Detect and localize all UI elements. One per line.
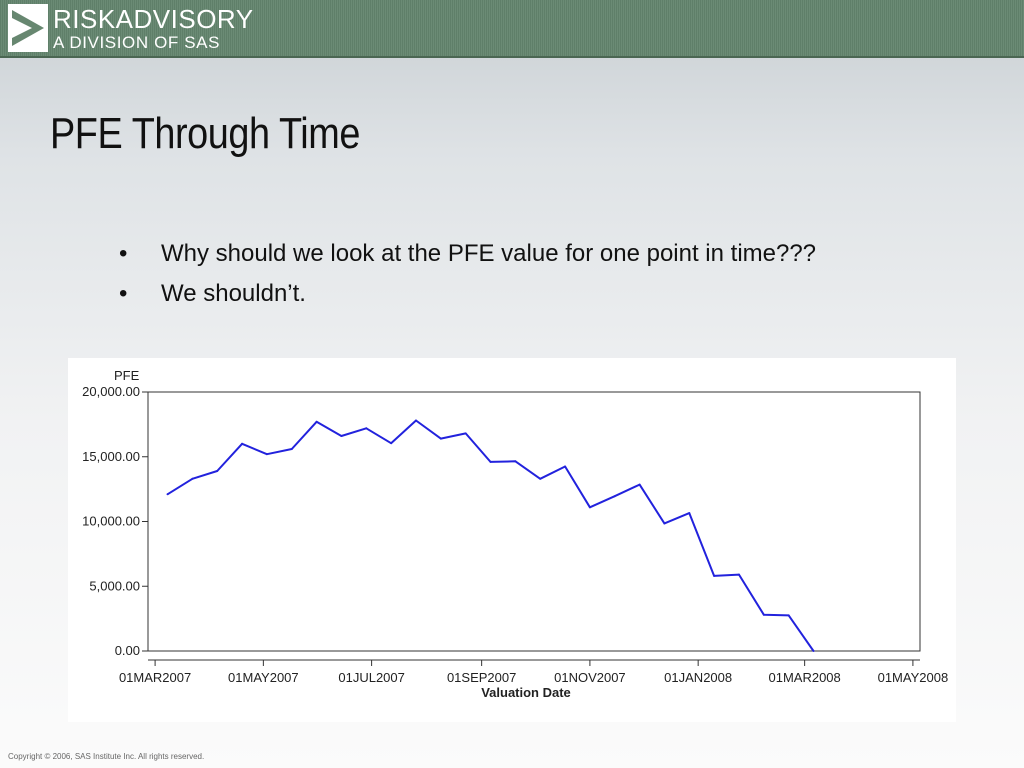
data-point [588,506,591,509]
data-point [464,432,467,435]
logo-title: RISKADVISORY [53,4,254,34]
data-point [762,613,765,616]
footer-copyright: Copyright © 2006, SAS Institute Inc. All… [8,752,205,761]
y-tick-label: 5,000.00 [89,578,140,593]
y-tick-label: 0.00 [115,643,140,658]
pfe-chart: 0.00 5,000.00 10,000.00 15,000.00 20,000.00 0… [68,358,956,722]
data-point [688,512,691,515]
data-point [713,574,716,577]
bullet-icon: • [119,280,128,307]
data-point [166,493,169,496]
y-axis-label: PFE [114,368,140,383]
bullet-text: Why should we look at the PFE value for … [161,240,817,267]
logo-subtitle: A DIVISION OF SAS [53,33,221,52]
header-band: RISKADVISORY A DIVISION OF SAS [0,0,1024,58]
data-point [787,614,790,617]
y-tick-label: 10,000.00 [82,514,140,529]
data-point [539,477,542,480]
x-tick-label: 01JAN2008 [664,670,732,685]
x-tick-label: 01MAY2008 [878,670,949,685]
data-point [414,419,417,422]
bullet-list: • Why should we look at the PFE value fo… [117,238,857,318]
data-point [613,495,616,498]
slide-title: PFE Through Time [50,109,361,158]
pfe-series-line [166,419,815,652]
chart-svg: 0.00 5,000.00 10,000.00 15,000.00 20,000.00 0… [82,368,949,700]
x-tick-label: 01SEP2007 [447,670,516,685]
bullet-item: • Why should we look at the PFE value fo… [117,238,857,270]
data-point [489,460,492,463]
y-tick-label: 15,000.00 [82,449,140,464]
x-tick-label: 01MAR2008 [769,670,841,685]
data-point [638,483,641,486]
data-point [290,447,293,450]
bullet-text: We shouldn’t. [161,280,306,307]
data-point [812,650,815,652]
x-tick-label: 01NOV2007 [554,670,626,685]
plot-frame [147,391,921,652]
x-axis-label: Valuation Date [481,685,571,700]
data-point [663,522,666,525]
data-point [191,477,194,480]
data-point [265,453,268,456]
data-point [216,469,219,472]
data-point [365,427,368,430]
bullet-icon: • [119,240,128,267]
data-point [315,420,318,423]
data-point [340,435,343,438]
data-point [390,442,393,445]
x-tick-label: 01JUL2007 [338,670,405,685]
data-point [439,437,442,440]
data-point [241,442,244,445]
data-point [564,465,567,468]
data-point [514,460,517,463]
y-tick-label: 20,000.00 [82,384,140,399]
data-point [737,573,740,576]
x-tick-label: 01MAR2007 [119,670,191,685]
x-tick-label: 01MAY2007 [228,670,299,685]
bullet-item: • We shouldn’t. [117,278,857,310]
risk-advisory-logo-icon [8,4,48,52]
